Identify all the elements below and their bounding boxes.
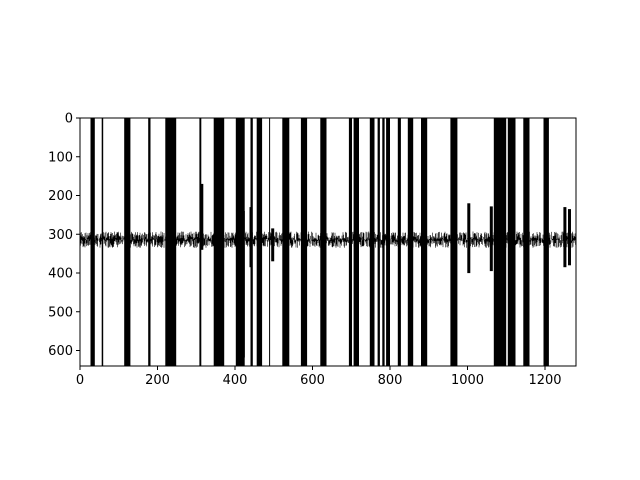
signal-spike-3 — [271, 228, 275, 262]
signal-band-2 — [124, 118, 131, 366]
signal-band-23 — [450, 118, 458, 366]
signal-spike-6 — [489, 206, 493, 272]
y-tick-label: 400 — [48, 267, 73, 282]
signal-spike-1 — [241, 211, 245, 358]
signal-spike-8 — [568, 209, 571, 266]
signal-band-11 — [282, 118, 290, 366]
signal-band-1 — [101, 118, 104, 366]
y-tick-label: 500 — [48, 305, 73, 320]
y-tick-label: 200 — [48, 189, 73, 204]
signal-spike-4 — [354, 201, 358, 252]
x-tick-label: 0 — [76, 373, 84, 388]
signal-band-9 — [256, 118, 263, 366]
axes-frame — [79, 117, 577, 367]
signal-spike-0 — [200, 183, 204, 250]
signal-band-21 — [407, 118, 414, 366]
y-tick-label: 300 — [48, 228, 73, 243]
signal-spike-5 — [467, 203, 471, 274]
x-tick-label: 200 — [145, 373, 170, 388]
y-tick-label: 0 — [65, 112, 73, 127]
signal-band-27 — [543, 118, 549, 366]
signal-band-4 — [165, 118, 177, 366]
signal-band-20 — [397, 118, 401, 366]
x-tick-label: 800 — [378, 373, 403, 388]
x-tick-label: 400 — [223, 373, 248, 388]
signal-band-25 — [507, 118, 516, 366]
signal-spike-2 — [249, 207, 253, 268]
signal-band-7 — [235, 118, 245, 366]
x-tick-label: 600 — [300, 373, 325, 388]
y-tick-label: 100 — [48, 150, 73, 165]
signal-band-10 — [269, 118, 271, 366]
signal-band-26 — [523, 118, 530, 366]
signal-band-6 — [213, 118, 225, 366]
y-axis: 0 100 200 300 400 500 600 — [48, 112, 80, 359]
signal-band-17 — [377, 118, 380, 366]
signal-band-12 — [300, 118, 308, 366]
x-axis: 0 200 400 600 800 1000 1200 — [76, 366, 562, 388]
signal-band-14 — [348, 118, 352, 366]
signal-band-13 — [320, 118, 327, 366]
y-tick-label: 600 — [48, 344, 73, 359]
x-tick-label: 1200 — [528, 373, 561, 388]
signal-band-24 — [493, 118, 507, 366]
x-tick-label: 1000 — [451, 373, 484, 388]
plot-area — [79, 118, 577, 366]
signal-band-3 — [148, 118, 151, 366]
signal-spike-7 — [563, 207, 567, 268]
signal-band-16 — [369, 118, 375, 366]
signal-band-18 — [382, 118, 385, 366]
signal-band-19 — [386, 118, 390, 366]
signal-band-0 — [90, 118, 95, 366]
signal-band-22 — [421, 118, 428, 366]
